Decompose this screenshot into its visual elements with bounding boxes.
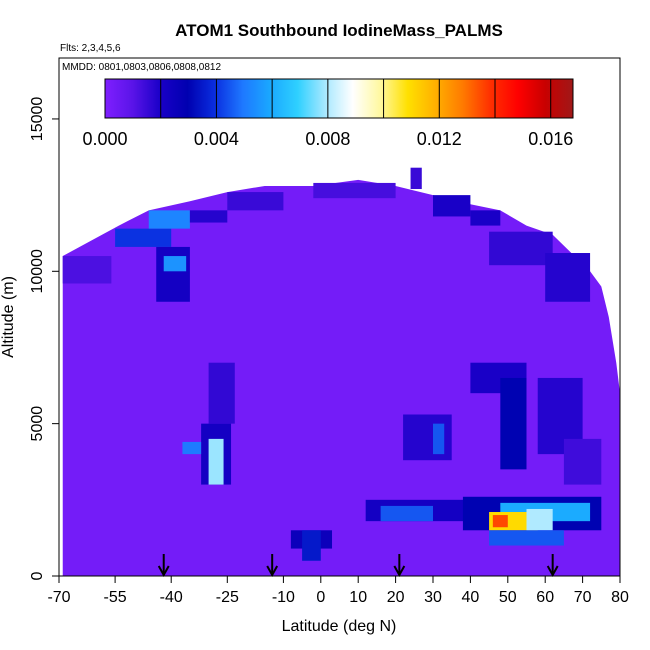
chart-title: ATOM1 Southbound IodineMass_PALMS	[175, 21, 503, 40]
heatmap-cell-17	[403, 414, 452, 461]
x-tick-label: -25	[216, 589, 239, 606]
heatmap-cell-24	[380, 505, 433, 522]
x-tick-label: 60	[536, 589, 554, 606]
heatmap-cell-11	[545, 253, 591, 302]
y-axis: 0 5000 10000 15000	[29, 97, 60, 580]
x-tick-label: -10	[272, 589, 295, 606]
y-tick-label: 5000	[29, 406, 46, 442]
heatmap-cell-22	[563, 438, 602, 485]
heatmap-cell-12	[62, 256, 112, 284]
x-tick-label: 70	[574, 589, 592, 606]
heatmap-cell-8	[433, 195, 471, 217]
heatmap-cell-15	[208, 438, 224, 485]
latitude-arrow-2	[393, 554, 406, 578]
x-tick-label: 0	[316, 589, 325, 606]
heatmap-cell-18	[433, 423, 445, 455]
heatmap-cell-13	[208, 362, 235, 424]
heatmap-cell-4	[189, 210, 228, 223]
x-axis: -70 -55 -40 -25 -10 0 10 20 30 40 50 60 70 80	[47, 575, 629, 606]
y-tick-label: 0	[29, 571, 46, 580]
heatmap-cell-5	[227, 192, 284, 211]
x-tick-label: -40	[160, 589, 183, 606]
heatmap-cell-1	[163, 256, 187, 272]
heatmap-cell-28	[492, 515, 508, 528]
heatmap-cell-10	[489, 231, 553, 266]
x-tick-label: 20	[387, 589, 405, 606]
latitude-arrow-0	[157, 554, 170, 578]
x-tick-label: 30	[424, 589, 442, 606]
colorbar-tick-label: 0.000	[82, 129, 127, 149]
heatmap-cell-0	[156, 246, 190, 302]
chart-subtitle-dates: MMDD: 0801,0803,0806,0808,0812	[62, 62, 221, 73]
colorbar-tick-label: 0.004	[194, 129, 239, 149]
x-tick-label: 50	[499, 589, 517, 606]
heatmap-cell-9	[470, 210, 501, 226]
heatmap-cell-30	[489, 530, 564, 546]
colorbar-tick-label: 0.008	[305, 129, 350, 149]
x-tick-label: 40	[462, 589, 480, 606]
x-tick-label: -70	[47, 589, 70, 606]
y-axis-label: Altitude (m)	[0, 276, 17, 358]
heatmap-cell-32	[302, 530, 321, 561]
colorbar-gradient	[104, 78, 574, 119]
heatmap-cell-7	[410, 167, 422, 190]
x-tick-label: 10	[349, 589, 367, 606]
heatmap-cell-16	[182, 441, 202, 455]
chart-subtitle-flights: Flts: 2,3,4,5,6	[60, 43, 121, 54]
heatmap-cell-2	[115, 228, 172, 247]
heatmap-cell-3	[148, 210, 190, 229]
x-axis-label: Latitude (deg N)	[282, 618, 397, 635]
heatmap-cell-20	[500, 377, 527, 470]
heatmap-cell-29	[526, 508, 553, 531]
colorbar-tick-label: 0.012	[417, 129, 462, 149]
latitude-arrow-1	[266, 554, 279, 578]
colorbar-tick-label: 0.016	[528, 129, 573, 149]
x-tick-label: 80	[611, 589, 629, 606]
latitude-arrows	[157, 554, 559, 578]
heatmap-cell-6	[313, 182, 396, 199]
x-tick-label: -55	[104, 589, 127, 606]
y-tick-label: 10000	[29, 249, 46, 294]
y-tick-label: 15000	[29, 97, 46, 142]
colorbar: 0.000 0.004 0.008 0.012 0.016	[82, 78, 574, 149]
latitude-arrow-3	[546, 554, 559, 578]
heatmap-field	[62, 167, 621, 576]
